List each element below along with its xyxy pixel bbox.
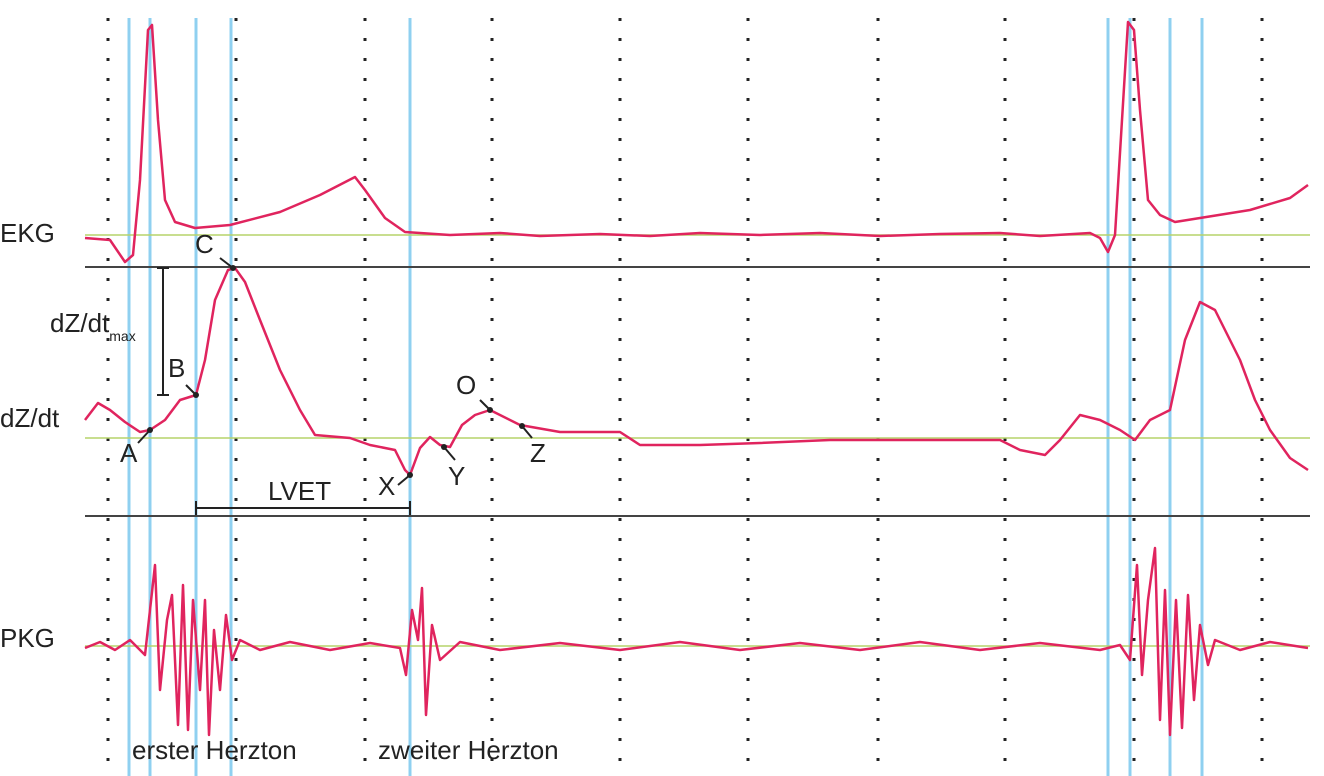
dzdt-max-bar: [157, 267, 169, 396]
event-lines: [127, 18, 1204, 776]
point-label: B: [168, 353, 185, 383]
pkg-wave: [84, 546, 1309, 737]
dzdt-wave: [84, 266, 1309, 477]
point-label: X: [378, 471, 395, 501]
time-grid: [106, 18, 1264, 770]
lvet-label: LVET: [268, 476, 331, 506]
dzdt-max-sub: max: [109, 328, 135, 344]
point-label: Y: [448, 461, 465, 491]
heart-sound-label: erster Herzton: [132, 735, 297, 765]
point-label: O: [456, 370, 476, 400]
point-label: Z: [530, 438, 546, 468]
lvet-bar: [195, 501, 411, 515]
heart-sound-label: zweiter Herzton: [378, 735, 559, 765]
track-label: PKG: [0, 623, 55, 653]
dzdt-max-label: dZ/dtmax: [50, 308, 136, 344]
dzdt-max-main: dZ/dt: [50, 308, 110, 338]
ekg-wave: [84, 20, 1309, 264]
point-label: C: [195, 229, 214, 259]
point-markers: [137, 257, 533, 486]
track-label: EKG: [0, 218, 55, 248]
track-label: dZ/dt: [0, 403, 60, 433]
point-label: A: [120, 438, 138, 468]
